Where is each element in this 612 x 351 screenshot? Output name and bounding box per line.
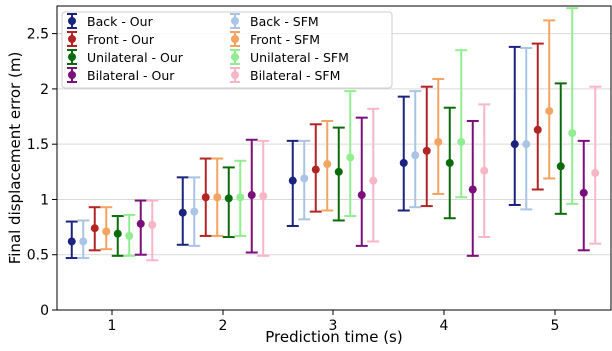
- legend-label: Unilateral - SFM: [250, 50, 349, 65]
- plot-frame: [56, 5, 612, 311]
- legend-marker-dot: [68, 53, 76, 61]
- legend-item: Back - SFM: [230, 13, 319, 29]
- data-point: [90, 224, 99, 233]
- data-point: [236, 193, 245, 202]
- data-point: [422, 146, 431, 155]
- x-axis-title: Prediction time (s): [265, 328, 402, 346]
- data-point: [190, 207, 199, 216]
- series-unilateral-sfm: [123, 7, 579, 257]
- legend-marker-dot: [68, 71, 76, 79]
- legend-item: Bilateral - SFM: [230, 67, 340, 83]
- data-point: [411, 151, 420, 160]
- data-point: [434, 137, 443, 146]
- series-back-our: [65, 45, 521, 260]
- data-point: [468, 185, 477, 194]
- y-tick-label: 2: [40, 82, 49, 98]
- legend-marker-dot: [68, 17, 76, 25]
- series-back-sfm: [77, 47, 533, 260]
- data-point: [522, 140, 531, 149]
- series-layer: [65, 7, 602, 262]
- legend: Back - Our Front - Our Unilateral - Our Bil…: [61, 11, 393, 89]
- data-point: [201, 193, 210, 202]
- data-point: [445, 158, 454, 167]
- legend-item: Unilateral - SFM: [230, 49, 349, 65]
- tick-labels: 0 0.5 1 1.5 2 2.5 1 2 3 4 5: [27, 27, 560, 334]
- data-point: [568, 129, 577, 138]
- data-point: [79, 237, 88, 246]
- legend-label: Front - Our: [87, 32, 155, 47]
- data-point: [556, 162, 565, 171]
- series-bilateral-sfm: [146, 85, 602, 262]
- legend-item: Front - SFM: [230, 31, 320, 47]
- x-tick-label: 2: [219, 318, 228, 334]
- data-point: [213, 193, 222, 202]
- legend-label: Back - SFM: [250, 14, 319, 29]
- axes: [56, 5, 612, 311]
- data-point: [545, 107, 554, 116]
- legend-label: Bilateral - SFM: [250, 68, 340, 83]
- data-point: [288, 176, 297, 185]
- legend-label: Unilateral - Our: [87, 50, 184, 65]
- legend-marker-dot: [68, 35, 76, 43]
- data-point: [125, 231, 134, 240]
- data-point: [579, 188, 588, 197]
- y-tick-label: 0.5: [27, 248, 49, 264]
- data-point: [224, 194, 233, 203]
- data-point: [136, 219, 145, 228]
- legend-marker-dot: [231, 71, 239, 79]
- legend-marker-dot: [231, 35, 239, 43]
- data-point: [113, 229, 122, 238]
- x-tick-label: 5: [551, 318, 560, 334]
- legend-item: Front - Our: [67, 31, 155, 47]
- data-point: [533, 125, 542, 134]
- data-point: [334, 167, 343, 176]
- data-point: [259, 192, 268, 201]
- data-point: [510, 140, 519, 149]
- legend-label: Back - Our: [87, 14, 154, 29]
- legend-label: Front - SFM: [250, 32, 320, 47]
- data-point: [247, 191, 256, 200]
- series-front-sfm: [100, 19, 556, 251]
- legend-item: Bilateral - Our: [67, 67, 175, 83]
- legend-marker-dot: [231, 17, 239, 25]
- data-point: [311, 165, 320, 174]
- legend-item: Back - Our: [67, 13, 154, 29]
- data-point: [457, 137, 466, 146]
- x-tick-label: 1: [108, 318, 117, 334]
- legend-item: Unilateral - Our: [67, 49, 184, 65]
- series-unilateral-our: [111, 82, 567, 257]
- data-point: [323, 160, 332, 169]
- data-point: [357, 191, 366, 200]
- y-axis-title: Final displacement error (m): [6, 52, 24, 265]
- series-front-our: [88, 42, 544, 252]
- data-point: [178, 208, 187, 217]
- data-point: [148, 220, 157, 229]
- y-tick-label: 0: [40, 303, 49, 319]
- data-point: [300, 174, 309, 183]
- data-point: [102, 227, 111, 236]
- data-point: [67, 237, 76, 246]
- data-point: [399, 158, 408, 167]
- data-point: [369, 176, 378, 185]
- data-point: [346, 153, 355, 162]
- data-point: [480, 166, 489, 175]
- y-tick-label: 2.5: [27, 27, 49, 43]
- legend-box: [61, 11, 393, 89]
- x-tick-label: 4: [440, 318, 449, 334]
- y-tick-label: 1.5: [27, 137, 49, 153]
- legend-marker-dot: [231, 53, 239, 61]
- legend-label: Bilateral - Our: [87, 68, 175, 83]
- series-bilateral-our: [134, 116, 590, 257]
- data-point: [591, 168, 600, 177]
- x-tick-label: 3: [329, 318, 338, 334]
- y-tick-label: 1: [40, 192, 49, 208]
